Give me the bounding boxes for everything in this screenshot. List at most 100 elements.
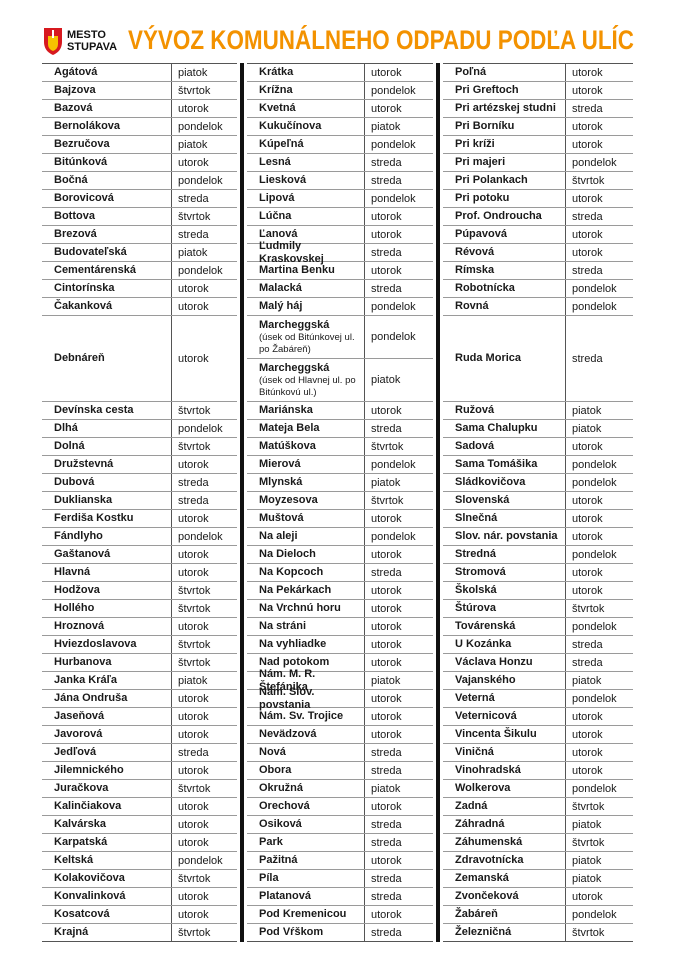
- street-cell: Veterná: [443, 690, 566, 707]
- street-name: Nová: [259, 746, 286, 758]
- street-name: Krížna: [259, 84, 293, 96]
- table-row: Liesková streda: [247, 172, 433, 190]
- day-cell: pondelok: [178, 120, 223, 133]
- street-cell: Václava Honzu: [443, 654, 566, 671]
- street-name: Karpatská: [54, 836, 108, 848]
- street-cell: Liesková: [247, 172, 365, 189]
- street-cell: Ferdiša Kostku: [42, 510, 172, 527]
- street-cell: Malý háj: [247, 298, 365, 315]
- table-row: Obora streda: [247, 762, 433, 780]
- day-cell: streda: [371, 566, 402, 579]
- street-cell: Jána Ondruša: [42, 690, 172, 707]
- street-cell: Pri majeri: [443, 154, 566, 171]
- street-name: Cintorínska: [54, 282, 115, 294]
- day-cell: streda: [178, 228, 209, 241]
- street-name: Mateja Bela: [259, 422, 320, 434]
- street-name: Veternicová: [455, 710, 517, 722]
- street-cell: Marcheggská (úsek od Hlavnej ul. po Bitún…: [247, 359, 365, 401]
- table-row: Hlavná utorok: [42, 564, 237, 582]
- table-row: Zvončeková utorok: [443, 888, 633, 906]
- day-cell: štvrtok: [178, 584, 211, 597]
- street-cell: Jedľová: [42, 744, 172, 761]
- street-cell: Javorová: [42, 726, 172, 743]
- street-cell: Jaseňová: [42, 708, 172, 725]
- table-row: Stromová utorok: [443, 564, 633, 582]
- street-cell: Platanová: [247, 888, 365, 905]
- street-cell: Kvetná: [247, 100, 365, 117]
- table-row: Mierová pondelok: [247, 456, 433, 474]
- table-row: Rímska streda: [443, 262, 633, 280]
- street-name: Malacká: [259, 282, 302, 294]
- street-cell: Pri potoku: [443, 190, 566, 207]
- table-row: Veternicová utorok: [443, 708, 633, 726]
- day-cell: streda: [572, 210, 603, 223]
- street-name: Dlhá: [54, 422, 78, 434]
- day-cell: utorok: [371, 728, 402, 741]
- day-cell: utorok: [572, 566, 603, 579]
- table-row: Na Vrchnú horu utorok: [247, 600, 433, 618]
- table-row: Hurbanova štvrtok: [42, 654, 237, 672]
- day-cell: štvrtok: [178, 872, 211, 885]
- street-cell: Juračkova: [42, 780, 172, 797]
- street-name: Janka Kráľa: [54, 674, 117, 686]
- street-name: Sama Tomášika: [455, 458, 538, 470]
- street-name: Javorová: [54, 728, 103, 740]
- street-cell: Na vyhliadke: [247, 636, 365, 653]
- street-cell: Dolná: [42, 438, 172, 455]
- street-name: Záhumenská: [455, 836, 523, 848]
- street-cell: Cintorínska: [42, 280, 172, 297]
- table-row: Krajná štvrtok: [42, 924, 237, 941]
- street-cell: Karpatská: [42, 834, 172, 851]
- street-cell: Kúpeľná: [247, 136, 365, 153]
- table-row: Sama Tomášika pondelok: [443, 456, 633, 474]
- street-name: Rovná: [455, 300, 489, 312]
- street-cell: Píla: [247, 870, 365, 887]
- day-cell: streda: [371, 174, 402, 187]
- street-name: Pažitná: [259, 854, 298, 866]
- street-name: Mierová: [259, 458, 301, 470]
- street-name: Dubová: [54, 476, 95, 488]
- street-cell: Zadná: [443, 798, 566, 815]
- day-cell: piatok: [178, 138, 208, 151]
- street-name: Štúrova: [455, 602, 496, 614]
- day-cell: štvrtok: [178, 404, 211, 417]
- street-cell: Rovná: [443, 298, 566, 315]
- street-name: Cementárenská: [54, 264, 136, 276]
- day-cell: utorok: [572, 764, 603, 777]
- street-cell: Ľudmily Kraskovskej: [247, 240, 365, 265]
- street-name: Kukučínova: [259, 120, 322, 132]
- day-cell: utorok: [371, 512, 402, 525]
- day-cell: utorok: [572, 584, 603, 597]
- street-cell: Slov. nár. povstania: [443, 528, 566, 545]
- street-cell: Sama Chalupku: [443, 420, 566, 437]
- street-name: Dolná: [54, 440, 85, 452]
- street-note: (úsek od Bitúnkovej ul. po Žabáreň): [259, 331, 355, 355]
- street-name: Okružná: [259, 782, 304, 794]
- street-name: Lúčna: [259, 210, 292, 222]
- table-row: Píla streda: [247, 870, 433, 888]
- street-cell: Ľanová: [247, 226, 365, 243]
- street-name: Hodžova: [54, 584, 100, 596]
- table-row: Hroznová utorok: [42, 618, 237, 636]
- street-cell: Na Kopcoch: [247, 564, 365, 581]
- table-row: Veterná pondelok: [443, 690, 633, 708]
- street-cell: Zdravotnícka: [443, 852, 566, 869]
- street-cell: Agátová: [42, 64, 172, 81]
- street-name: Mariánska: [259, 404, 313, 416]
- table-row: Na stráni utorok: [247, 618, 433, 636]
- street-name: Wolkerova: [455, 782, 511, 794]
- day-cell: piatok: [572, 818, 602, 831]
- day-cell: utorok: [178, 728, 209, 741]
- day-cell: utorok: [572, 512, 603, 525]
- day-cell: štvrtok: [178, 638, 211, 651]
- day-cell: utorok: [572, 710, 603, 723]
- table-row: Žabáreň pondelok: [443, 906, 633, 924]
- street-name: Orechová: [259, 800, 310, 812]
- day-cell: piatok: [371, 476, 401, 489]
- day-cell: piatok: [178, 66, 208, 79]
- day-cell: utorok: [178, 692, 209, 705]
- day-cell: utorok: [371, 638, 402, 651]
- street-cell: Konvalinková: [42, 888, 172, 905]
- street-name: Jaseňová: [54, 710, 105, 722]
